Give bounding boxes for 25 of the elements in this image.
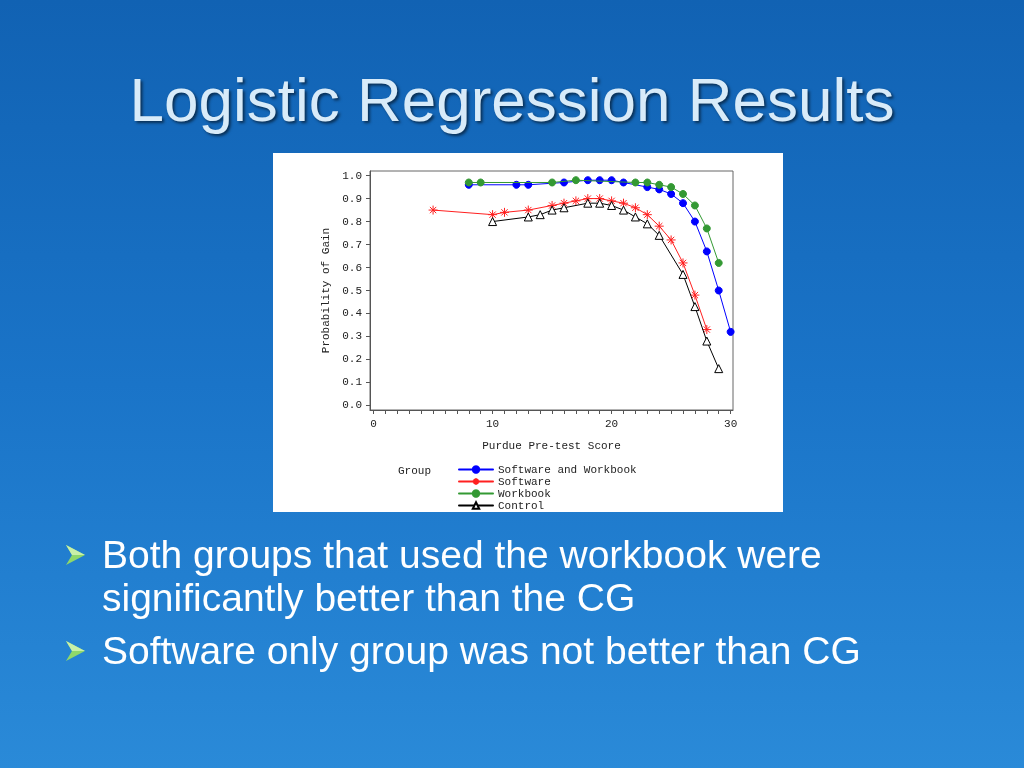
legend-label: Software and Workbook xyxy=(498,463,638,476)
y-tick-label: 0.8 xyxy=(342,215,362,228)
y-axis-title: Probability of Gain xyxy=(319,227,332,354)
x-tick-label: 0 xyxy=(370,417,377,430)
y-tick-label: 0.0 xyxy=(342,399,362,412)
x-tick-label: 10 xyxy=(485,417,500,430)
legend-label: Control xyxy=(498,499,545,512)
legend-label: Software xyxy=(498,475,551,488)
y-tick-label: 0.1 xyxy=(342,376,363,389)
x-tick-label: 30 xyxy=(724,417,738,430)
y-tick-label: 0.5 xyxy=(342,284,362,297)
y-tick-label: 0.4 xyxy=(342,307,363,320)
y-tick-label: 0.2 xyxy=(342,353,362,366)
legend-title: Group xyxy=(398,464,432,477)
y-tick-label: 1.0 xyxy=(342,169,362,182)
y-tick-label: 0.9 xyxy=(342,192,362,205)
text: Software only group was not better than CG xyxy=(102,629,861,672)
x-tick-label: 20 xyxy=(605,417,619,430)
legend-label: Workbook xyxy=(498,487,552,500)
y-tick-label: 0.6 xyxy=(342,261,362,274)
text: Both groups that used the workbook were significantly better than the CG xyxy=(102,533,822,619)
x-axis-title: Purdue Pre-test Score xyxy=(482,439,621,452)
y-tick-label: 0.7 xyxy=(342,238,362,251)
y-tick-label: 0.3 xyxy=(342,330,362,343)
chart-title: Logistic Regression Results xyxy=(128,64,896,136)
